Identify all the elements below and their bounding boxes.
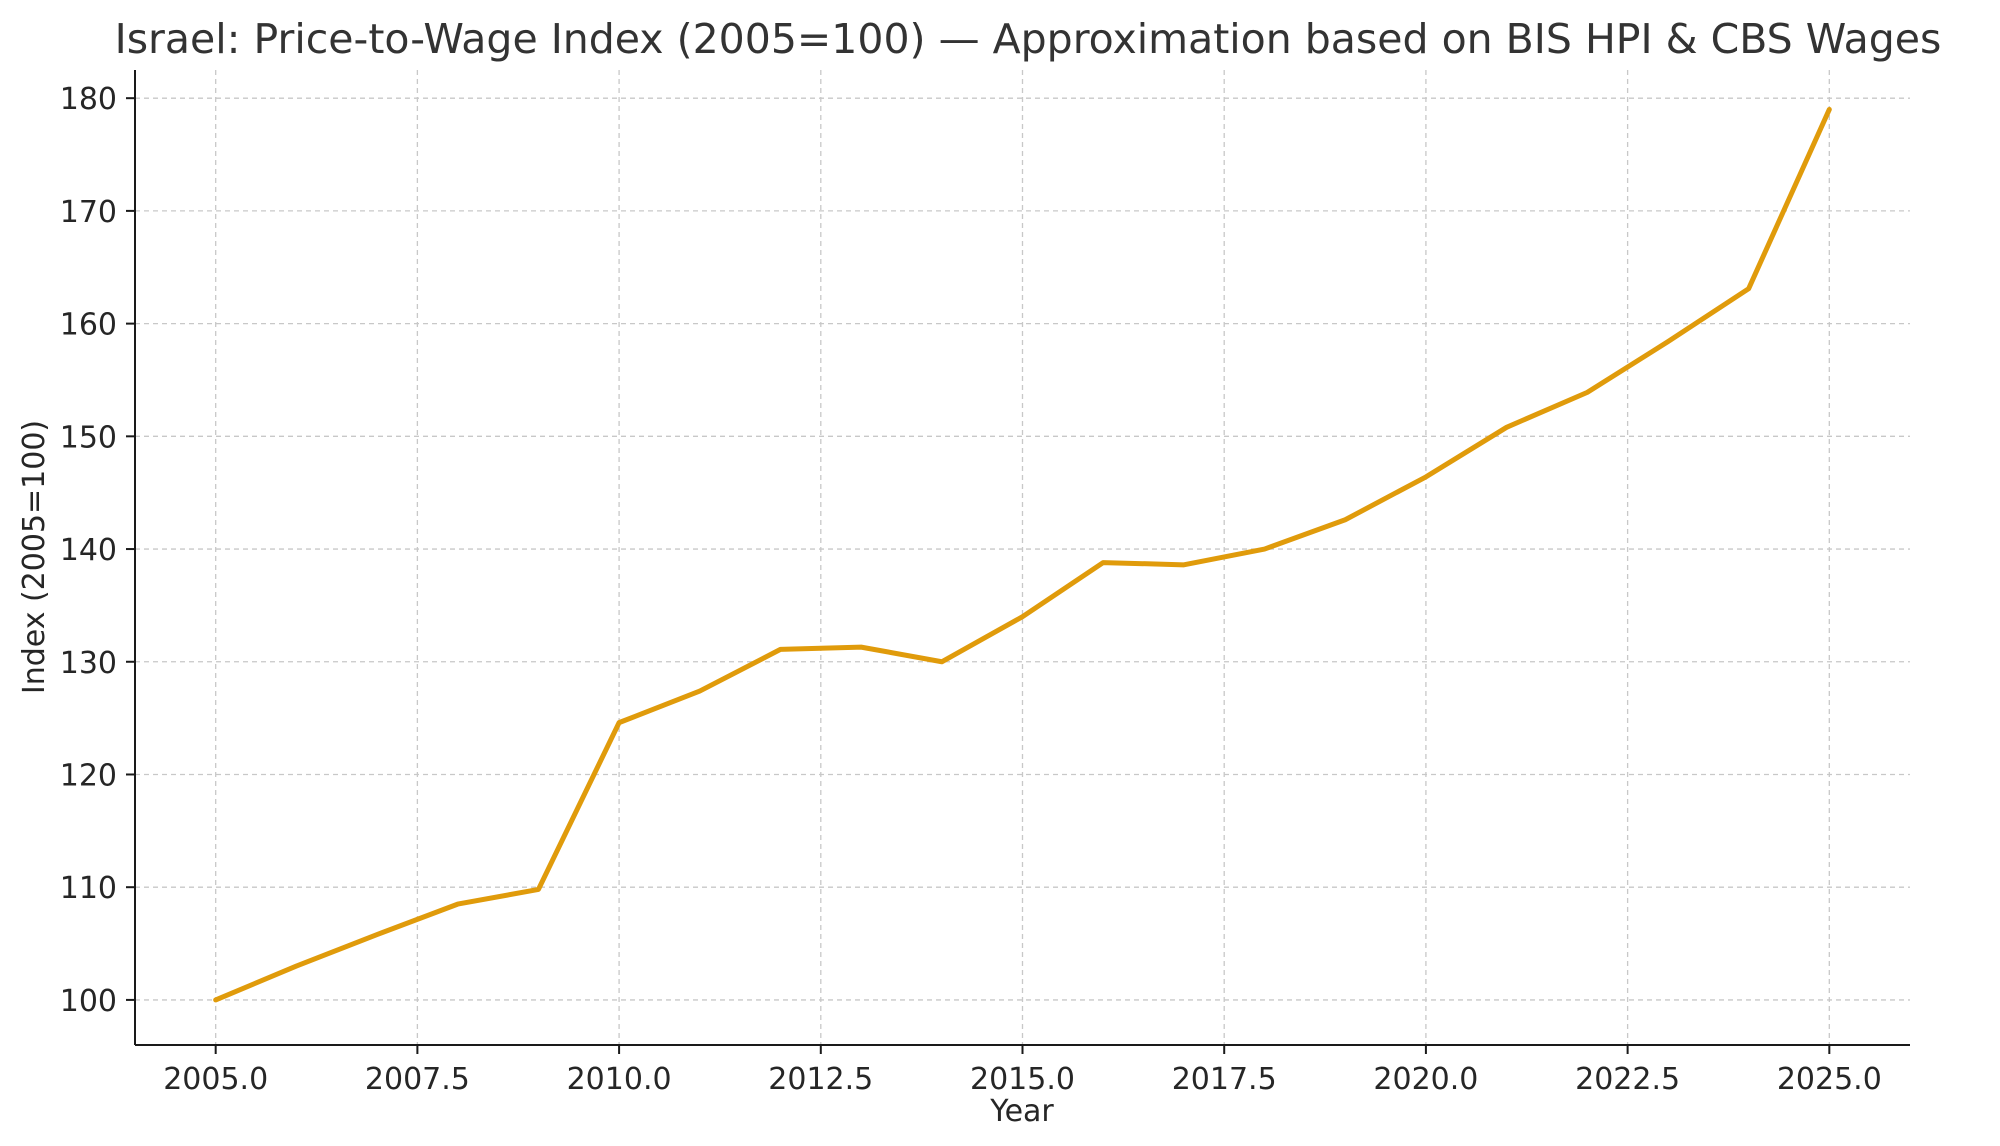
y-tick-label: 120	[60, 758, 117, 793]
y-tick-label: 110	[60, 871, 117, 906]
x-tick-label: 2012.5	[768, 1062, 873, 1097]
y-tick-label: 160	[60, 308, 117, 343]
x-tick-label: 2022.5	[1575, 1062, 1680, 1097]
series-line	[213, 106, 1832, 1003]
series-layer	[213, 106, 1832, 1003]
y-tick-label: 180	[60, 82, 117, 117]
x-tick-label: 2010.0	[567, 1062, 672, 1097]
y-axis-ticks: 100 110 120 130 140 150 160 170 180	[60, 82, 135, 1019]
x-axis-ticks: 2005.0 2007.5 2010.0 2012.5 2015.0 2017.5 2020…	[163, 1045, 1882, 1097]
x-tick-label: 2020.0	[1373, 1062, 1478, 1097]
x-tick-label: 2007.5	[365, 1062, 470, 1097]
y-tick-label: 100	[60, 984, 117, 1019]
grid-lines	[135, 70, 1910, 1045]
x-tick-label: 2017.5	[1172, 1062, 1277, 1097]
y-tick-label: 170	[60, 195, 117, 230]
y-tick-label: 150	[60, 420, 117, 455]
x-axis-label: Year	[989, 1094, 1054, 1129]
y-axis-label: Index (2005=100)	[17, 420, 52, 694]
y-tick-label: 130	[60, 646, 117, 681]
y-tick-label: 140	[60, 533, 117, 568]
chart-title: Israel: Price-to-Wage Index (2005=100) —…	[115, 15, 1942, 63]
x-tick-label: 2005.0	[163, 1062, 268, 1097]
x-tick-label: 2015.0	[970, 1062, 1075, 1097]
x-tick-label: 2025.0	[1777, 1062, 1882, 1097]
